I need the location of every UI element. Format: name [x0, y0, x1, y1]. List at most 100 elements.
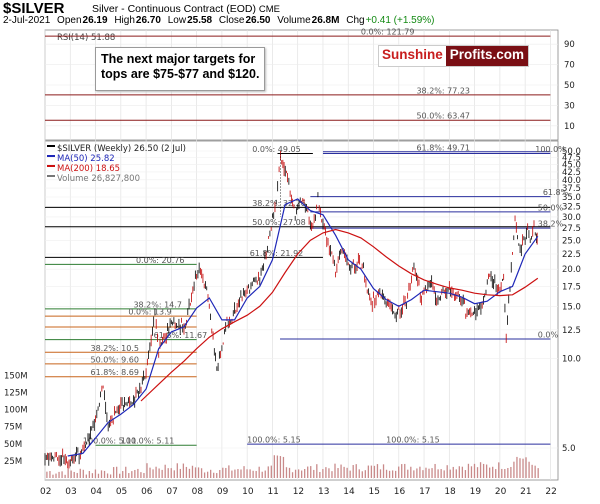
ma50-line	[67, 198, 539, 457]
volume-bar	[507, 467, 509, 478]
price-tick-label: 12.5	[562, 326, 581, 336]
volume-bar	[322, 469, 324, 478]
volume-bar	[255, 470, 257, 478]
volume-bar	[134, 469, 136, 478]
x-tick-label: 22	[545, 487, 556, 497]
date-value: 2-Jul-2021	[3, 15, 51, 26]
volume-label: Volume	[277, 15, 311, 26]
price-tick-label: 25.0	[562, 236, 581, 246]
volume-bar	[519, 458, 521, 478]
legend-entry: MA(50) 25.82	[57, 154, 115, 164]
price-tick-label: 30.0	[562, 213, 581, 223]
volume-bar	[194, 467, 197, 478]
volume-bar	[179, 468, 181, 478]
volume-bar	[513, 461, 515, 478]
fib-level-label: 38.2%: 77.23	[416, 86, 470, 95]
volume-bar	[367, 465, 370, 478]
legend-swatch	[47, 175, 55, 177]
x-tick-label: 15	[369, 487, 380, 497]
volume-bar	[528, 461, 530, 478]
price-tick-label: 10.0	[562, 355, 581, 365]
volume-bar	[55, 473, 57, 478]
fib-level-label: 61.8%: 11.67	[154, 331, 208, 340]
volume-bars	[46, 455, 539, 478]
volume-bar	[152, 469, 154, 478]
volume-bar	[122, 471, 124, 478]
volume-bar	[452, 466, 454, 478]
fib-level-label: 100.0%: 5.15	[386, 436, 440, 445]
volume-bar	[300, 470, 303, 478]
volume-bar	[492, 466, 494, 478]
volume-bar	[473, 463, 476, 478]
volume-bar	[294, 469, 297, 478]
low-value: 25.58	[187, 15, 213, 26]
volume-bar	[410, 466, 412, 478]
volume-bar	[197, 467, 200, 478]
volume-bar	[449, 469, 451, 478]
volume-bar	[173, 470, 175, 478]
fib-level-label: 61.8%	[543, 188, 569, 197]
callout-line-1: The next major targets for	[101, 52, 256, 66]
volume-bar	[425, 467, 427, 478]
chg-value: +0.41 (+1.59%)	[365, 15, 435, 26]
volume-bar	[116, 466, 118, 478]
volume-bar	[231, 470, 233, 478]
price-tick-label: 45.0	[562, 161, 581, 171]
volume-bar	[498, 462, 500, 478]
legend-entry: Volume 26,827,800	[57, 174, 140, 184]
volume-bar	[382, 464, 385, 478]
volume-bar	[288, 467, 291, 478]
fib-level-label: 100.0%: 5.11	[83, 437, 137, 446]
volume-bar	[485, 464, 488, 478]
x-tick-label: 04	[91, 487, 103, 497]
price-tick-label: 47.5	[562, 154, 581, 164]
volume-bar	[379, 469, 382, 478]
chg-label: Chg	[346, 15, 365, 26]
x-tick-label: 03	[65, 487, 76, 497]
volume-bar	[516, 456, 518, 478]
volume-bar	[185, 466, 188, 478]
volume-bar	[440, 469, 442, 478]
volume-bar	[100, 470, 103, 478]
fib-level-label: 0.0%: 13.9	[128, 308, 171, 317]
volume-bar	[334, 463, 336, 478]
x-tick-label: 18	[444, 487, 456, 497]
legend-entry: $SILVER (Weekly) 26.50 (2 Jul)	[57, 144, 186, 154]
fib-level-label: 50.0%: 9.60	[90, 355, 138, 364]
open-label: Open	[57, 15, 82, 26]
volume-bar	[325, 467, 327, 478]
x-tick-label: 06	[141, 487, 153, 497]
volume-bar	[125, 466, 127, 478]
volume-bar	[52, 474, 54, 478]
volume-value: 26.8M	[311, 15, 340, 26]
fib-level-label: 61.8%: 21.92	[250, 249, 304, 258]
open-value: 26.19	[82, 15, 108, 26]
ohlc-row: 2-Jul-2021 Open26.19 High26.70 Low25.58 …	[3, 15, 439, 26]
volume-bar	[61, 471, 63, 478]
volume-bar	[416, 468, 418, 478]
volume-bar	[376, 464, 379, 478]
logo-sunshine: Sunshine	[382, 47, 443, 62]
volume-bar	[355, 464, 357, 478]
fib-level-label: 100.0%: 5.15	[247, 436, 301, 445]
volume-bar	[464, 470, 467, 478]
volume-bar	[291, 472, 294, 478]
price-tick-label: 32.5	[562, 203, 581, 213]
volume-bar	[85, 474, 87, 478]
volume-bar	[297, 469, 300, 478]
volume-bar	[128, 473, 130, 478]
volume-bar	[76, 472, 78, 478]
volume-bar	[182, 463, 185, 478]
fib-level-label: 50.0%	[538, 203, 564, 212]
rsi-tick-label: 90	[564, 40, 575, 50]
volume-bar	[97, 473, 100, 478]
volume-bar	[155, 466, 157, 478]
volume-bar	[419, 466, 421, 478]
volume-bar	[285, 467, 288, 478]
volume-bar	[413, 470, 415, 478]
close-label: Close	[218, 15, 245, 26]
volume-bar	[264, 470, 266, 478]
rsi-tick-label: 50	[564, 81, 575, 91]
legend-swatch	[47, 145, 55, 147]
brand-logo: Sunshine Profits.com	[378, 45, 530, 67]
